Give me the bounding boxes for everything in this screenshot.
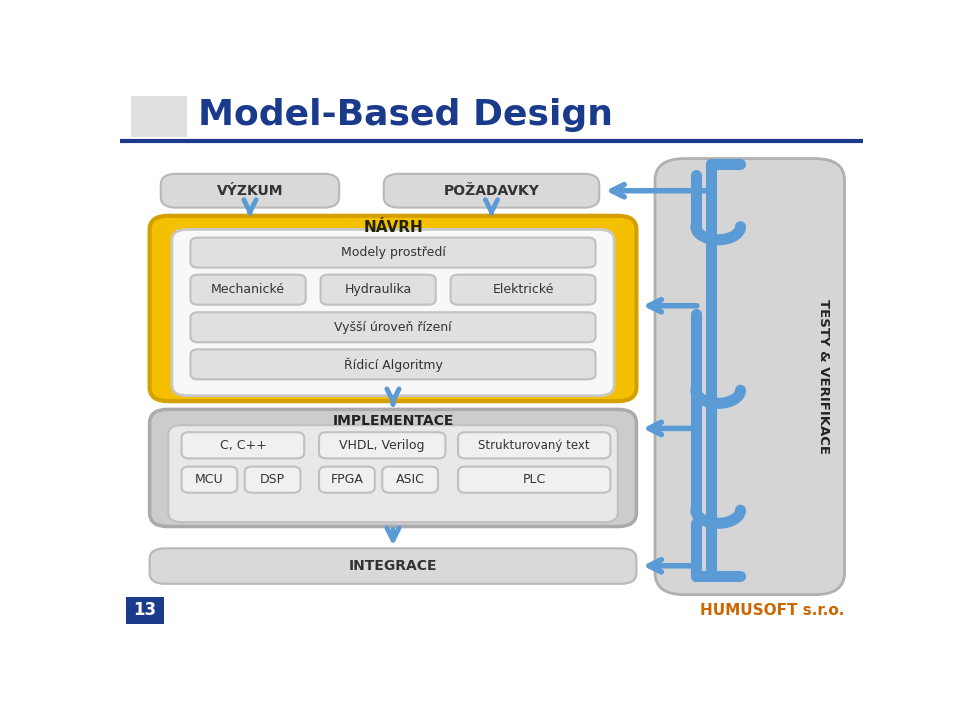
Text: Řídicí Algoritmy: Řídicí Algoritmy [343,357,442,372]
Text: FPGA: FPGA [331,473,363,486]
Text: 13: 13 [133,602,156,620]
FancyBboxPatch shape [451,275,596,304]
FancyBboxPatch shape [191,312,596,342]
FancyBboxPatch shape [150,409,637,527]
FancyBboxPatch shape [191,275,306,304]
FancyBboxPatch shape [191,238,596,268]
FancyBboxPatch shape [181,467,237,493]
Text: PLC: PLC [523,473,546,486]
FancyBboxPatch shape [383,467,438,493]
FancyBboxPatch shape [458,432,611,458]
Text: C, C++: C, C++ [220,439,267,452]
Bar [126,598,165,624]
FancyBboxPatch shape [161,174,339,207]
Text: TESTY & VERIFIKACE: TESTY & VERIFIKACE [817,299,830,454]
FancyBboxPatch shape [458,467,611,493]
FancyBboxPatch shape [168,425,618,523]
FancyBboxPatch shape [191,349,596,379]
FancyBboxPatch shape [384,174,599,207]
Text: VÝZKUM: VÝZKUM [217,183,283,198]
Bar [131,96,187,137]
Text: Strukturovaný text: Strukturovaný text [479,439,590,452]
Text: IMPLEMENTACE: IMPLEMENTACE [333,414,454,428]
FancyBboxPatch shape [150,216,637,401]
FancyBboxPatch shape [245,467,300,493]
Text: HUMUSOFT s.r.o.: HUMUSOFT s.r.o. [700,603,845,618]
Text: Hydraulika: Hydraulika [344,283,411,296]
FancyBboxPatch shape [319,467,375,493]
Text: ASIC: ASIC [396,473,425,486]
Text: VHDL, Verilog: VHDL, Verilog [339,439,425,452]
Text: Mechanické: Mechanické [211,283,285,296]
FancyBboxPatch shape [150,548,637,584]
FancyBboxPatch shape [181,432,304,458]
Text: DSP: DSP [260,473,285,486]
Text: NÁVRH: NÁVRH [363,220,423,235]
Text: Elektrické: Elektrické [492,283,553,296]
Text: Model-Based Design: Model-Based Design [198,98,613,132]
Text: INTEGRACE: INTEGRACE [349,559,437,573]
FancyBboxPatch shape [172,229,614,396]
Text: Modely prostředí: Modely prostředí [340,246,445,259]
FancyBboxPatch shape [655,159,845,595]
Text: POŽADAVKY: POŽADAVKY [444,183,539,198]
Text: Vyšší úroveň řízení: Vyšší úroveň řízení [334,321,452,333]
FancyBboxPatch shape [319,432,445,458]
Text: MCU: MCU [195,473,223,486]
FancyBboxPatch shape [320,275,435,304]
